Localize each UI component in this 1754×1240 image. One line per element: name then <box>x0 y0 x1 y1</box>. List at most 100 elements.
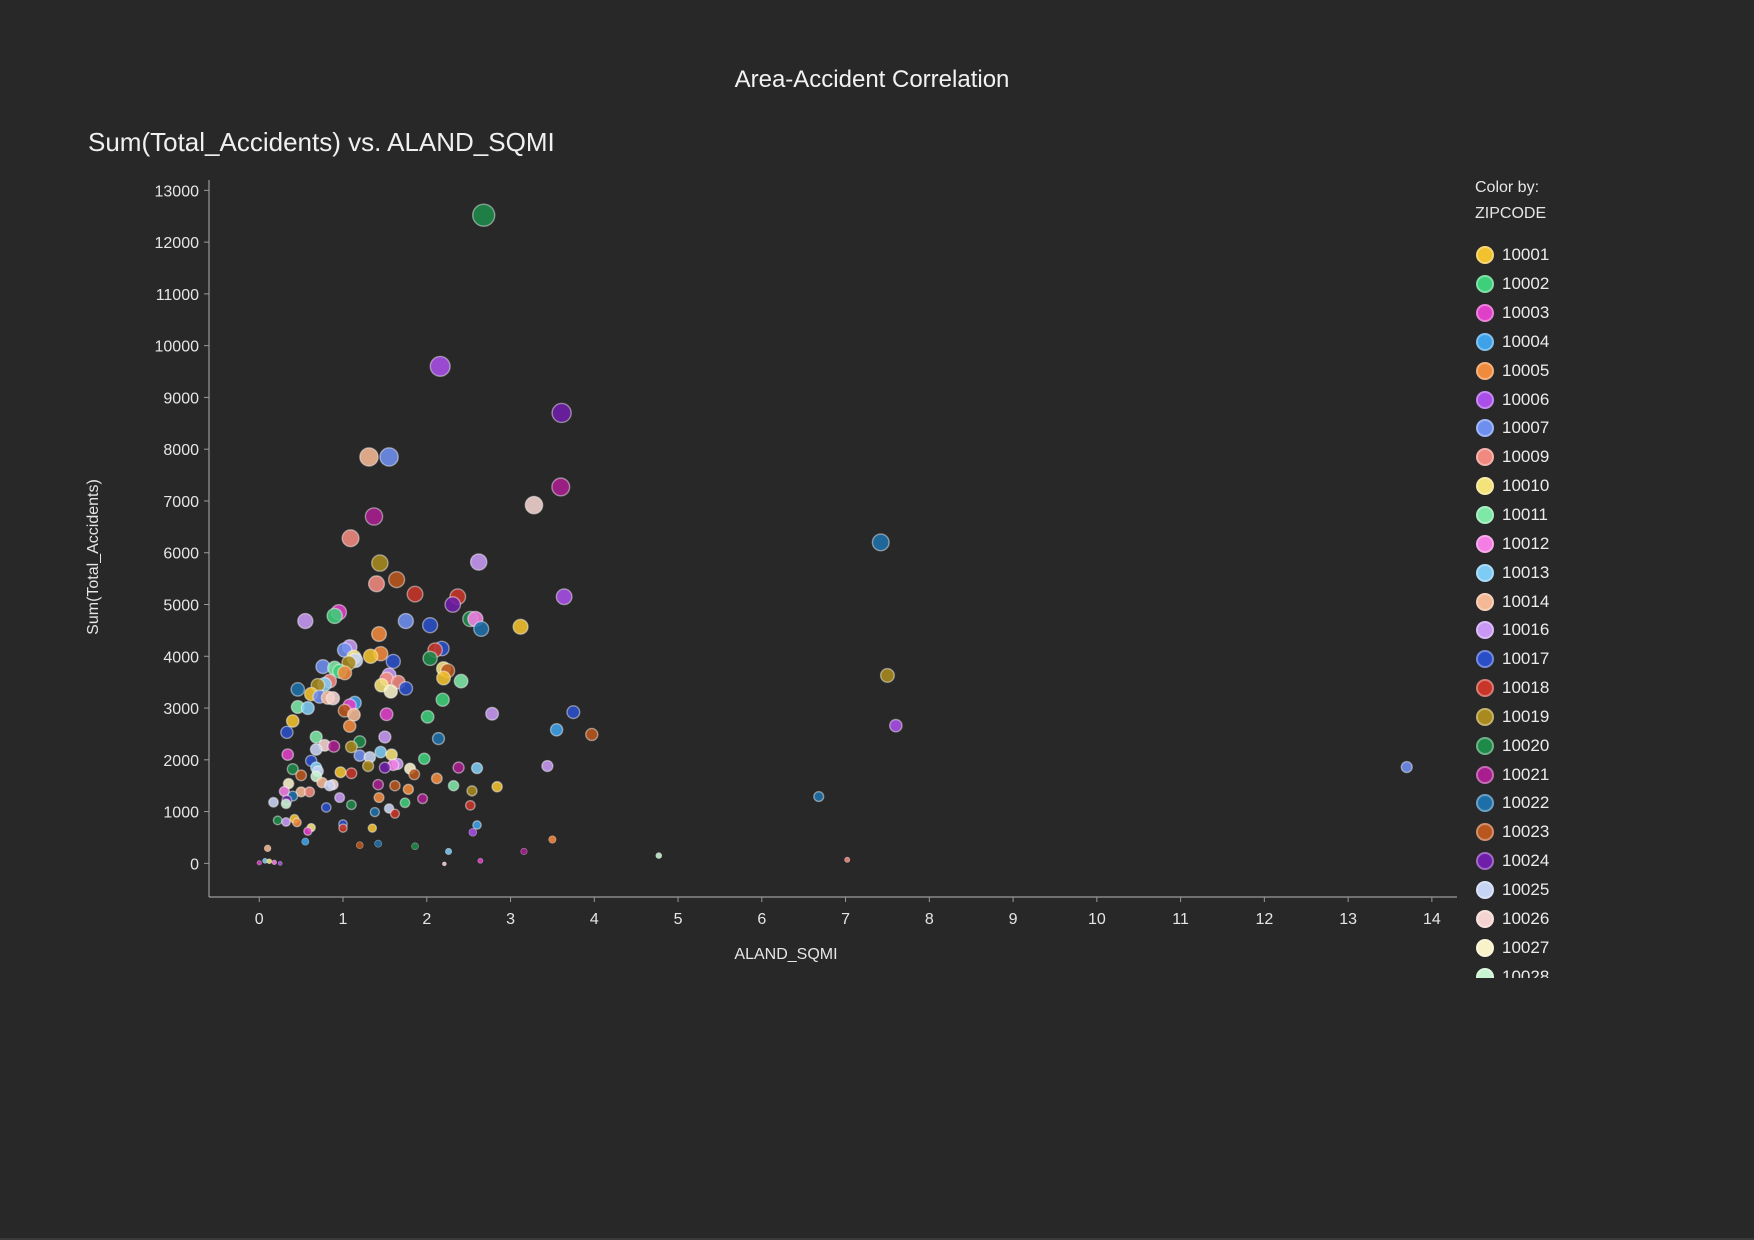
data-point <box>477 857 484 864</box>
legend-swatch <box>1476 823 1494 842</box>
data-point <box>844 856 851 863</box>
legend-item[interactable]: 10003 <box>1475 299 1655 328</box>
legend-swatch <box>1476 736 1494 755</box>
data-point <box>323 779 336 792</box>
legend-label: 10005 <box>1502 360 1550 380</box>
legend-item[interactable]: 10025 <box>1475 876 1655 905</box>
legend-item[interactable]: 10023 <box>1475 818 1655 847</box>
y-tick-label: 11000 <box>156 287 199 304</box>
data-point <box>566 705 581 720</box>
data-point <box>520 847 528 855</box>
data-point <box>320 802 332 813</box>
data-point <box>417 752 431 766</box>
legend-item[interactable]: 10024 <box>1475 847 1655 876</box>
data-point <box>346 707 361 722</box>
data-point <box>585 727 599 742</box>
legend-item[interactable]: 10020 <box>1475 731 1655 760</box>
data-point <box>548 835 557 844</box>
bottom-border <box>0 1238 1754 1240</box>
y-tick-label: 12000 <box>155 235 200 252</box>
dashboard-title: Area-Accident Correlation <box>734 66 1010 93</box>
legend-item[interactable]: 10028 <box>1475 962 1655 978</box>
data-point <box>379 447 399 467</box>
data-point <box>549 722 564 737</box>
data-point <box>464 799 476 811</box>
legend-item[interactable]: 10019 <box>1475 703 1655 732</box>
data-point <box>263 844 272 853</box>
data-point <box>301 837 310 846</box>
data-point <box>367 575 386 593</box>
legend-label: 10027 <box>1502 937 1550 957</box>
y-tick-label: 6000 <box>163 546 199 563</box>
legend-label: 10022 <box>1502 793 1550 813</box>
data-point <box>295 769 308 782</box>
legend-swatch <box>1476 967 1494 978</box>
legend-swatch <box>1476 275 1494 294</box>
legend-item[interactable]: 10013 <box>1475 558 1655 587</box>
legend-item[interactable]: 10010 <box>1475 472 1655 501</box>
legend-item[interactable]: 10014 <box>1475 587 1655 616</box>
legend-item[interactable]: 10005 <box>1475 356 1655 385</box>
data-point <box>337 665 353 681</box>
legend-label: 10011 <box>1502 505 1549 525</box>
legend-label: 10010 <box>1502 476 1550 496</box>
y-tick-label: 8000 <box>163 442 199 459</box>
legend-label: 10019 <box>1502 706 1550 726</box>
data-point <box>387 570 406 589</box>
legend-item[interactable]: 10012 <box>1475 529 1655 558</box>
data-point <box>512 618 529 635</box>
legend-item[interactable]: 10016 <box>1475 616 1655 645</box>
legend-label: 10003 <box>1502 303 1550 323</box>
legend-label: 10012 <box>1502 533 1550 553</box>
legend-item[interactable]: 10002 <box>1475 270 1655 299</box>
data-point <box>383 684 399 699</box>
data-point <box>473 620 490 637</box>
legend-swatch <box>1476 707 1494 726</box>
legend-item[interactable]: 10018 <box>1475 674 1655 703</box>
data-point <box>399 797 411 809</box>
data-point <box>406 585 424 603</box>
data-point <box>326 607 343 625</box>
y-tick-label: 10000 <box>155 339 200 356</box>
legend-item[interactable]: 10011 <box>1475 501 1655 530</box>
legend-title-line2: ZIPCODE <box>1475 205 1547 222</box>
legend-item[interactable]: 10006 <box>1475 385 1655 414</box>
data-point <box>442 861 447 867</box>
data-point <box>879 667 895 683</box>
legend-swatch <box>1476 361 1494 380</box>
x-tick-label: 12 <box>1255 911 1273 928</box>
legend-label: 10014 <box>1502 591 1550 611</box>
data-point <box>268 796 279 808</box>
data-point <box>431 731 446 746</box>
y-tick-label: 5000 <box>163 598 199 615</box>
data-point <box>452 761 465 774</box>
legend-item[interactable]: 10017 <box>1475 645 1655 674</box>
legend-swatch <box>1476 765 1494 784</box>
scatter-points <box>256 203 1413 867</box>
color-legend: Color by: ZIPCODE 10001 10002 10003 10004 10… <box>1475 175 1655 978</box>
legend-label: 10024 <box>1502 851 1550 871</box>
data-point <box>280 798 292 810</box>
data-point <box>281 748 295 762</box>
legend-item[interactable]: 10027 <box>1475 933 1655 962</box>
chart-title: Sum(Total_Accidents) vs. ALAND_SQMI <box>88 127 555 157</box>
legend-label: 10020 <box>1502 735 1550 755</box>
data-point <box>266 858 273 865</box>
y-tick-label: 9000 <box>163 390 199 407</box>
x-tick-label: 14 <box>1423 911 1441 928</box>
y-tick-label: 0 <box>190 856 199 873</box>
legend-item[interactable]: 10026 <box>1475 904 1655 933</box>
x-tick-label: 9 <box>1009 911 1018 928</box>
data-point <box>541 759 554 773</box>
legend-item[interactable]: 10001 <box>1475 241 1655 270</box>
data-point <box>285 714 300 728</box>
legend-item[interactable]: 10007 <box>1475 414 1655 443</box>
legend-item[interactable]: 10022 <box>1475 789 1655 818</box>
legend-item[interactable]: 10021 <box>1475 760 1655 789</box>
data-point <box>444 596 462 613</box>
legend-item[interactable]: 10004 <box>1475 328 1655 357</box>
legend-swatch <box>1476 880 1494 899</box>
data-point <box>373 792 385 804</box>
legend-swatch <box>1476 506 1494 525</box>
legend-item[interactable]: 10009 <box>1475 443 1655 472</box>
